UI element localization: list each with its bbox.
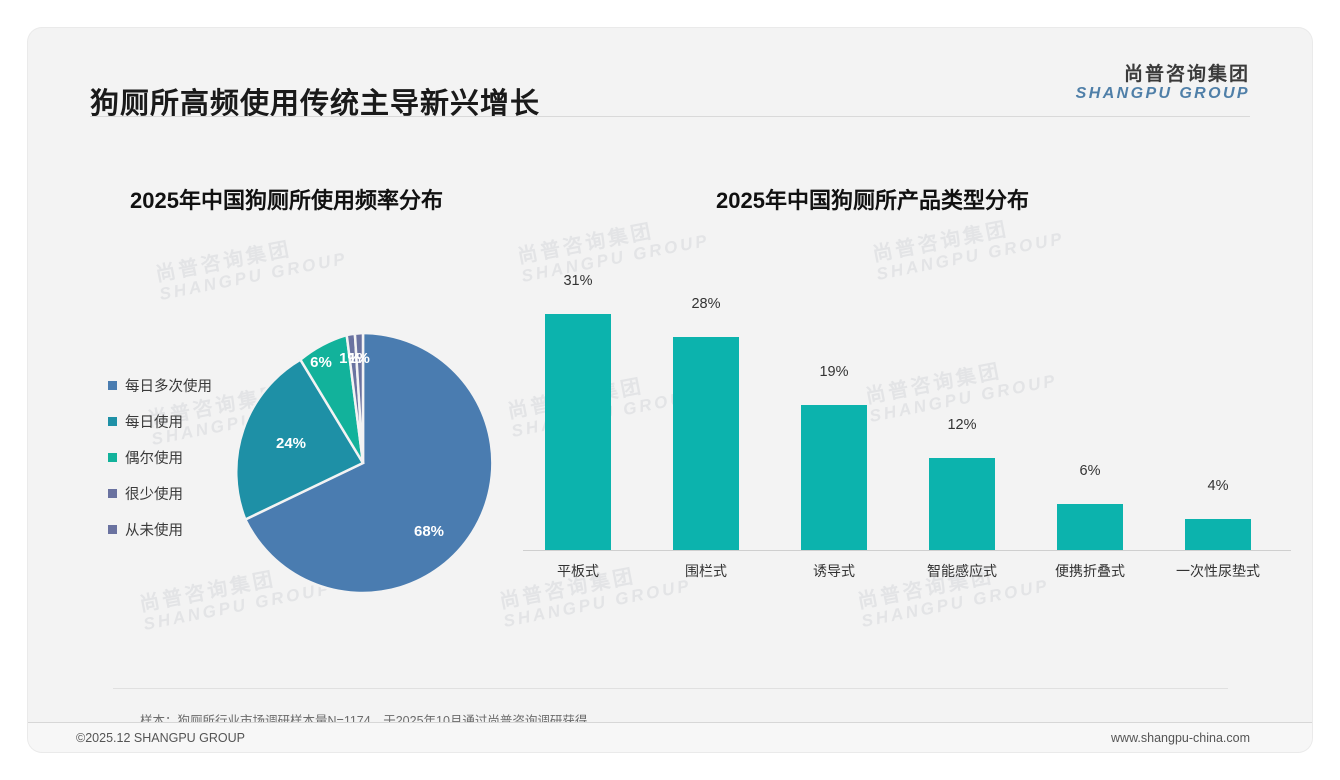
bar-category-label: 围栏式 (685, 563, 727, 579)
bar-value-label: 28% (691, 296, 721, 312)
footer-copyright: ©2025.12 SHANGPU GROUP (76, 731, 245, 745)
bar-category-label: 智能感应式 (927, 563, 997, 579)
bar-rect[interactable] (545, 314, 611, 550)
bar-chart-panel: 31% 28% 19% 12% 6% 4% (488, 258, 1291, 608)
legend-item[interactable]: 从未使用 (108, 511, 248, 547)
bar-category-label: 一次性尿垫式 (1176, 563, 1260, 579)
logo-english-name: SHANGPU GROUP (1075, 85, 1250, 103)
slide-header: 狗厕所高频使用传统主导新兴增长 尚普咨询集团 SHANGPU GROUP (28, 28, 1312, 120)
legend-swatch-icon (108, 416, 117, 426)
brand-logo: 尚普咨询集团 SHANGPU GROUP (1076, 64, 1250, 103)
footnote-divider (113, 688, 1228, 689)
bar-value-label: 31% (563, 273, 593, 289)
bar-category-label: 平板式 (557, 563, 599, 579)
footer-website[interactable]: www.shangpu-china.com (1111, 731, 1250, 745)
bar-column[interactable]: 31% (523, 258, 633, 550)
legend-swatch-icon (108, 524, 117, 534)
bar-value-label: 12% (947, 417, 977, 433)
bar-category-label: 诱导式 (813, 563, 855, 579)
legend-item[interactable]: 很少使用 (108, 475, 248, 511)
logo-chinese-name: 尚普咨询集团 (1123, 64, 1250, 85)
bar-column[interactable]: 19% (779, 258, 889, 550)
bar-rect[interactable] (1185, 519, 1251, 550)
legend-item[interactable]: 偶尔使用 (108, 439, 248, 475)
legend-item[interactable]: 每日多次使用 (108, 367, 248, 403)
bar-chart-title: 2025年中国狗厕所产品类型分布 (716, 188, 1029, 213)
bar-rect[interactable] (801, 405, 867, 550)
bar-rect[interactable] (673, 337, 739, 550)
slide-canvas: 尚普咨询集团 SHANGPU GROUP 尚普咨询集团 SHANGPU GROUP … (28, 28, 1312, 752)
bar-value-label: 6% (1079, 463, 1101, 479)
page-title: 狗厕所高频使用传统主导新兴增长 (90, 88, 541, 120)
bar-plot-area: 31% 28% 19% 12% 6% 4% (523, 258, 1283, 550)
legend-item-label: 偶尔使用 (125, 450, 183, 467)
legend-item-label: 每日使用 (125, 414, 183, 431)
legend-swatch-icon (108, 380, 117, 390)
pie-value-label: 6% (310, 354, 332, 371)
bar-column[interactable]: 12% (907, 258, 1017, 550)
pie-chart-panel: 每日多次使用 每日使用 偶尔使用 很少使用 从未使用 (78, 243, 518, 623)
bar-value-label: 19% (819, 364, 849, 380)
bar-column[interactable]: 4% (1163, 258, 1273, 550)
bar-value-label: 4% (1207, 478, 1229, 494)
footer-divider (28, 722, 1312, 723)
pie-slice-4[interactable] (353, 331, 365, 464)
bar-category-label: 便携折叠式 (1055, 563, 1125, 579)
bar-rect[interactable] (929, 458, 995, 550)
pie-chart-title: 2025年中国狗厕所使用频率分布 (130, 188, 443, 213)
pie-value-label: 1% (348, 350, 370, 367)
slide-footer: ©2025.12 SHANGPU GROUP www.shangpu-china… (28, 723, 1312, 752)
bar-rect[interactable] (1057, 504, 1123, 550)
pie-chart-graphic: 68% 24% 6% 1% 1% (235, 331, 494, 595)
bar-column[interactable]: 6% (1035, 258, 1145, 550)
pie-value-label: 24% (276, 435, 306, 452)
pie-value-label: 68% (414, 523, 444, 540)
pie-value-label: 1% (339, 350, 361, 367)
pie-slice-0[interactable] (243, 331, 494, 595)
pie-legend: 每日多次使用 每日使用 偶尔使用 很少使用 从未使用 (108, 367, 248, 547)
bar-axis-line (523, 550, 1291, 551)
legend-swatch-icon (108, 452, 117, 462)
legend-item-label: 很少使用 (125, 486, 183, 503)
legend-item-label: 每日多次使用 (125, 378, 212, 395)
bar-column[interactable]: 28% (651, 258, 761, 550)
legend-swatch-icon (108, 488, 117, 498)
legend-item-label: 从未使用 (125, 522, 183, 539)
pie-slice-1[interactable] (235, 357, 365, 522)
header-divider (90, 116, 1250, 117)
legend-item[interactable]: 每日使用 (108, 403, 248, 439)
